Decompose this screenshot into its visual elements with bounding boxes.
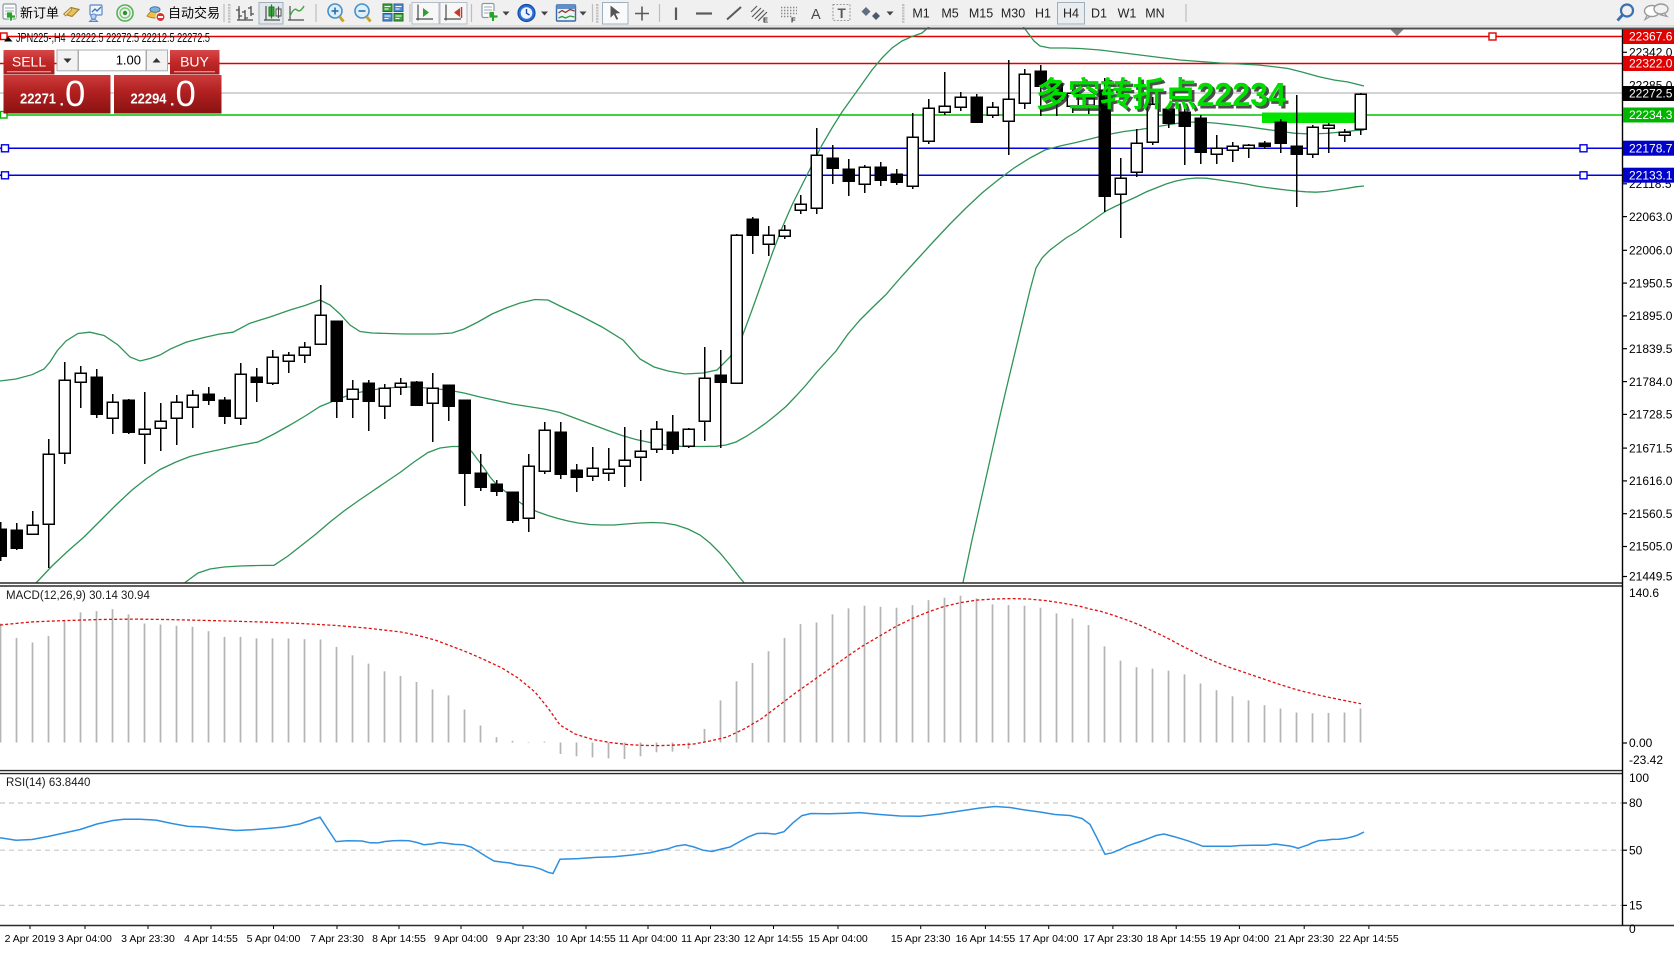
svg-text:22294: 22294 <box>131 91 168 108</box>
svg-text:22367.6: 22367.6 <box>1629 30 1673 44</box>
svg-text:.: . <box>170 93 174 110</box>
svg-text:21560.5: 21560.5 <box>1629 507 1673 521</box>
svg-text:SELL: SELL <box>12 54 46 70</box>
svg-text:4 Apr 14:55: 4 Apr 14:55 <box>184 933 238 945</box>
svg-text:E: E <box>763 16 768 25</box>
svg-text:多空转折点22234: 多空转折点22234 <box>1036 77 1286 114</box>
svg-text:21784.0: 21784.0 <box>1629 375 1673 389</box>
svg-text:-23.42: -23.42 <box>1629 753 1663 767</box>
svg-text:22133.1: 22133.1 <box>1629 168 1673 182</box>
svg-text:BUY: BUY <box>180 54 209 70</box>
svg-text:9 Apr 23:30: 9 Apr 23:30 <box>496 933 550 945</box>
svg-text:T: T <box>838 6 847 21</box>
svg-text:M5: M5 <box>941 7 958 21</box>
svg-text:21728.5: 21728.5 <box>1629 408 1673 422</box>
svg-text:100: 100 <box>1629 771 1649 785</box>
svg-text:21895.0: 21895.0 <box>1629 309 1673 323</box>
svg-text:22234.3: 22234.3 <box>1629 108 1673 122</box>
svg-text:A: A <box>811 7 821 23</box>
svg-text:0: 0 <box>1629 922 1636 936</box>
svg-text:11 Apr 23:30: 11 Apr 23:30 <box>681 933 740 945</box>
svg-text:0.00: 0.00 <box>1629 736 1653 750</box>
svg-text:MACD(12,26,9) 30.14 30.94: MACD(12,26,9) 30.14 30.94 <box>6 590 150 602</box>
svg-text:H1: H1 <box>1035 7 1051 21</box>
svg-text:RSI(14) 63.8440: RSI(14) 63.8440 <box>6 777 90 789</box>
svg-text:11 Apr 04:00: 11 Apr 04:00 <box>619 933 678 945</box>
svg-text:19 Apr 04:00: 19 Apr 04:00 <box>1210 933 1270 945</box>
svg-text:22178.7: 22178.7 <box>1629 141 1673 155</box>
svg-text:22063.0: 22063.0 <box>1629 210 1673 224</box>
svg-text:1.00: 1.00 <box>116 53 141 68</box>
svg-text:12 Apr 14:55: 12 Apr 14:55 <box>744 933 804 945</box>
svg-text:22006.0: 22006.0 <box>1629 244 1673 258</box>
svg-text:21839.5: 21839.5 <box>1629 342 1673 356</box>
svg-text:22322.0: 22322.0 <box>1629 57 1673 71</box>
svg-text:21671.5: 21671.5 <box>1629 441 1673 455</box>
svg-text:80: 80 <box>1629 796 1643 810</box>
svg-text:140.6: 140.6 <box>1629 586 1659 600</box>
svg-text:15 Apr 23:30: 15 Apr 23:30 <box>891 933 951 945</box>
svg-text:JPN225-,H4 22222.5 22272.5 22: JPN225-,H4 22222.5 22272.5 22212.5 22272… <box>16 31 210 45</box>
svg-text:H4: H4 <box>1063 7 1079 21</box>
svg-text:新订单: 新订单 <box>20 6 59 21</box>
svg-text:W1: W1 <box>1118 7 1137 21</box>
svg-text:5 Apr 04:00: 5 Apr 04:00 <box>247 933 301 945</box>
svg-text:17 Apr 04:00: 17 Apr 04:00 <box>1019 933 1079 945</box>
svg-text:F: F <box>791 16 796 25</box>
svg-text:M1: M1 <box>912 7 929 21</box>
svg-text:0: 0 <box>176 73 196 114</box>
svg-text:21616.0: 21616.0 <box>1629 474 1673 488</box>
svg-text:10 Apr 14:55: 10 Apr 14:55 <box>556 933 616 945</box>
svg-text:21449.5: 21449.5 <box>1629 570 1673 584</box>
svg-text:3 Apr 04:00: 3 Apr 04:00 <box>58 933 112 945</box>
svg-text:8 Apr 14:55: 8 Apr 14:55 <box>372 933 426 945</box>
svg-text:22271: 22271 <box>20 91 56 108</box>
svg-text:MN: MN <box>1145 7 1164 21</box>
svg-text:22 Apr 14:55: 22 Apr 14:55 <box>1339 933 1399 945</box>
svg-text:M30: M30 <box>1001 7 1025 21</box>
svg-text:15: 15 <box>1629 899 1643 913</box>
svg-text:21 Apr 23:30: 21 Apr 23:30 <box>1274 933 1334 945</box>
svg-text:50: 50 <box>1629 843 1643 857</box>
svg-text:17 Apr 23:30: 17 Apr 23:30 <box>1083 933 1143 945</box>
svg-text:7 Apr 23:30: 7 Apr 23:30 <box>310 933 364 945</box>
svg-text:0: 0 <box>65 73 85 114</box>
svg-text:18 Apr 14:55: 18 Apr 14:55 <box>1146 933 1206 945</box>
svg-text:15 Apr 04:00: 15 Apr 04:00 <box>808 933 868 945</box>
svg-text:D1: D1 <box>1091 7 1107 21</box>
svg-text:自动交易: 自动交易 <box>168 6 220 21</box>
svg-text:16 Apr 14:55: 16 Apr 14:55 <box>956 933 1016 945</box>
svg-text:9 Apr 04:00: 9 Apr 04:00 <box>434 933 488 945</box>
svg-text:21950.5: 21950.5 <box>1629 276 1673 290</box>
svg-text:M15: M15 <box>969 7 993 21</box>
svg-text:多空转折点22234: 多空转折点22234 <box>1039 79 1289 116</box>
svg-text:2 Apr 2019: 2 Apr 2019 <box>5 933 56 945</box>
svg-text:21505.0: 21505.0 <box>1629 540 1673 554</box>
svg-text:22272.5: 22272.5 <box>1629 87 1673 101</box>
svg-text:3 Apr 23:30: 3 Apr 23:30 <box>121 933 175 945</box>
svg-text:.: . <box>60 93 64 110</box>
